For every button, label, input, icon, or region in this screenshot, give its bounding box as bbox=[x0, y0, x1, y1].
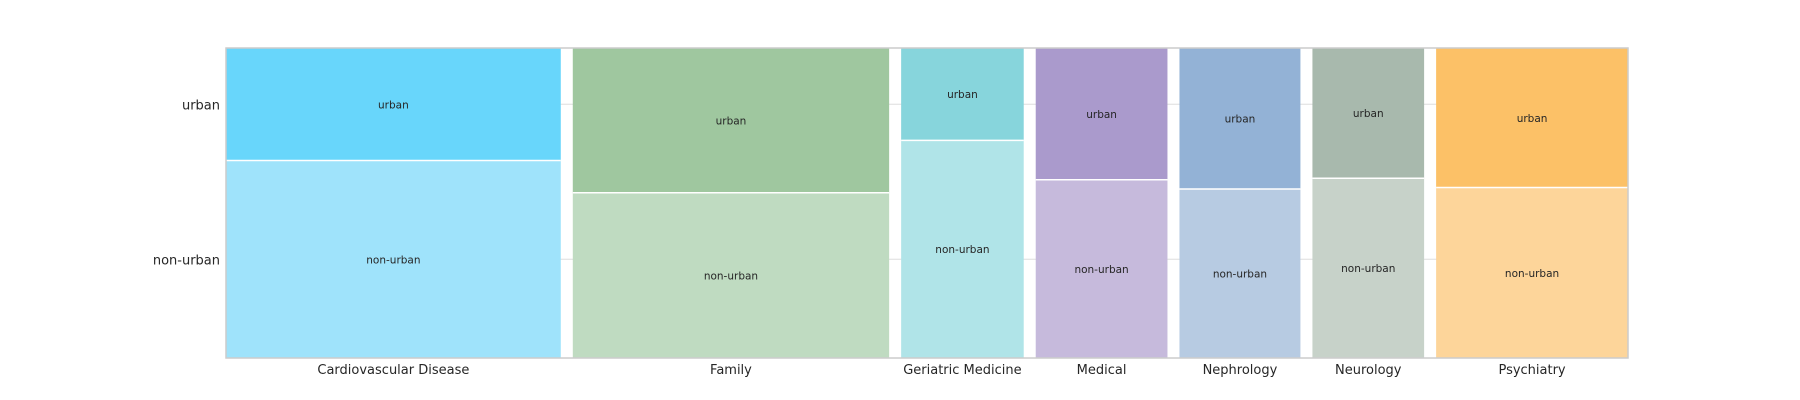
cell-neurology-urban bbox=[1312, 48, 1425, 179]
cell-family-urban bbox=[572, 48, 890, 193]
x-tick-label-geriatric-medicine: Geriatric Medicine bbox=[903, 363, 1021, 378]
cell-label-psychiatry-non-urban: non-urban bbox=[1505, 268, 1559, 280]
cell-label-cardiovascular-disease-urban: urban bbox=[378, 99, 409, 111]
cell-cardiovascular-disease-non-urban bbox=[226, 160, 561, 358]
cell-nephrology-urban bbox=[1179, 48, 1301, 190]
cell-geriatric-medicine-urban bbox=[901, 48, 1024, 141]
cell-label-nephrology-non-urban: non-urban bbox=[1213, 269, 1267, 281]
cell-label-geriatric-medicine-urban: urban bbox=[947, 89, 978, 101]
cell-label-geriatric-medicine-non-urban: non-urban bbox=[935, 244, 989, 256]
x-tick-label-neurology: Neurology bbox=[1335, 363, 1402, 378]
cell-label-nephrology-urban: urban bbox=[1225, 114, 1256, 126]
x-tick-label-nephrology: Nephrology bbox=[1203, 363, 1278, 378]
cell-psychiatry-non-urban bbox=[1436, 187, 1628, 358]
x-tick-label-family: Family bbox=[710, 363, 752, 378]
x-tick-label-psychiatry: Psychiatry bbox=[1498, 363, 1565, 378]
cell-label-neurology-non-urban: non-urban bbox=[1341, 263, 1395, 275]
labels-layer: urban non-urban urban non-urban urban non-urb… bbox=[366, 89, 1559, 282]
cells-layer bbox=[226, 48, 1628, 358]
axes-frame bbox=[225, 47, 1629, 359]
frame-layer bbox=[225, 47, 1629, 359]
y-tick-label-urban: urban bbox=[182, 98, 220, 113]
cell-cardiovascular-disease-urban bbox=[226, 48, 561, 161]
cell-medical-non-urban bbox=[1035, 179, 1168, 358]
cell-nephrology-non-urban bbox=[1179, 189, 1301, 358]
cell-label-medical-non-urban: non-urban bbox=[1074, 264, 1128, 276]
y-tick-label-non-urban: non-urban bbox=[153, 253, 220, 268]
cell-label-medical-urban: urban bbox=[1086, 109, 1117, 121]
cell-psychiatry-urban bbox=[1436, 48, 1628, 188]
cell-medical-urban bbox=[1035, 48, 1168, 180]
cell-label-cardiovascular-disease-non-urban: non-urban bbox=[366, 254, 420, 266]
x-tick-label-medical: Medical bbox=[1077, 363, 1127, 378]
cell-geriatric-medicine-non-urban bbox=[901, 140, 1024, 358]
cell-label-neurology-urban: urban bbox=[1353, 108, 1384, 120]
cell-label-family-urban: urban bbox=[716, 115, 747, 127]
cell-label-psychiatry-urban: urban bbox=[1517, 113, 1548, 125]
x-tick-label-cardiovascular-disease: Cardiovascular Disease bbox=[317, 363, 469, 378]
cell-neurology-non-urban bbox=[1312, 178, 1425, 358]
cell-family-non-urban bbox=[572, 192, 890, 358]
cell-label-family-non-urban: non-urban bbox=[704, 270, 758, 282]
ticks-layer: Cardiovascular Disease Family Geriatric Me… bbox=[153, 98, 1566, 378]
